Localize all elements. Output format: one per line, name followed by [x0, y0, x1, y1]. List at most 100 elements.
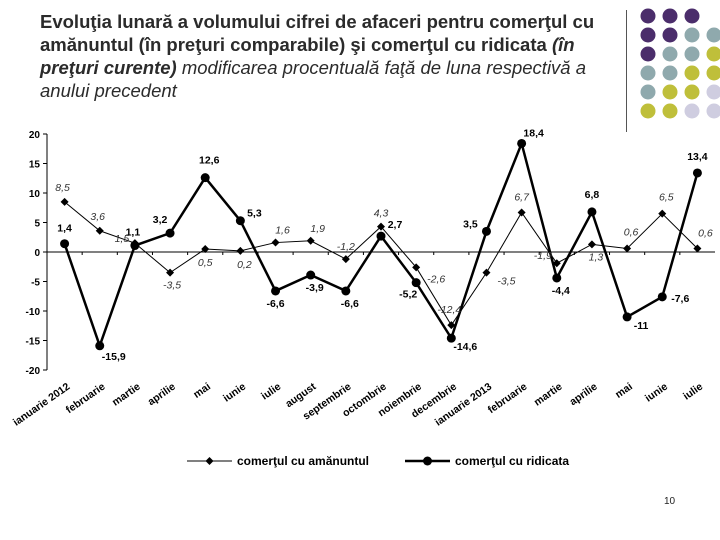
wholesale-point: [200, 173, 210, 183]
title-part-2: (în preţuri curente): [40, 34, 575, 78]
legend-marker-retail: [205, 457, 214, 465]
retail-data-label: 6,5: [659, 192, 674, 204]
x-tick-label: februarie: [64, 381, 108, 417]
retail-point: [623, 244, 632, 253]
retail-point: [587, 240, 596, 249]
retail-data-label: 1,5: [115, 233, 130, 245]
legend-label-wholesale: comerţul cu ridicata: [455, 454, 569, 468]
retail-data-label: -12,4: [437, 304, 461, 316]
x-tick-label: martie: [532, 381, 565, 409]
retail-data-label: 1,3: [589, 251, 604, 263]
wholesale-point: [587, 207, 597, 217]
wholesale-data-label: 3,5: [463, 218, 478, 230]
x-tick-label: martie: [110, 381, 143, 409]
wholesale-point: [446, 333, 456, 343]
retail-data-label: 1,6: [275, 225, 290, 237]
wholesale-data-label: 13,4: [687, 151, 708, 163]
y-tick-label: -15: [26, 337, 41, 348]
wholesale-data-label: 18,4: [523, 127, 544, 139]
retail-data-label: 8,5: [55, 182, 70, 194]
wholesale-data-label: 5,3: [247, 208, 262, 220]
wholesale-point: [341, 286, 351, 296]
wholesale-point: [692, 168, 702, 178]
retail-point: [693, 244, 702, 253]
retail-data-label: 3,6: [90, 211, 105, 223]
wholesale-point: [622, 312, 632, 322]
wholesale-point: [130, 241, 140, 251]
retail-point: [412, 263, 421, 272]
retail-data-label: 0,6: [698, 227, 713, 239]
y-tick-label: -20: [26, 366, 41, 377]
wholesale-point: [657, 292, 667, 302]
y-tick-label: 0: [34, 248, 40, 259]
retail-data-label: -3,5: [163, 280, 181, 292]
retail-data-label: -1,2: [337, 241, 355, 253]
wholesale-data-label: -6,6: [266, 298, 284, 310]
y-tick-label: 5: [34, 219, 40, 230]
title-part-1: Evoluţia lunară a volumului cifrei de af…: [40, 11, 595, 55]
retail-data-label: 0,5: [198, 257, 213, 269]
wholesale-point: [552, 273, 562, 283]
retail-data-label: -2,6: [427, 273, 445, 285]
chart-title: Evoluţia lunară a volumului cifrei de af…: [40, 10, 600, 102]
x-tick-label: ianuarie 2012: [11, 381, 73, 429]
y-tick-label: -5: [31, 278, 40, 289]
wholesale-data-label: -6,6: [341, 298, 359, 310]
retail-point: [341, 255, 350, 264]
decor-divider-line: [626, 10, 627, 132]
wholesale-data-label: -11: [634, 320, 649, 332]
x-tick-label: februarie: [486, 381, 530, 417]
legend-marker-wholesale: [423, 456, 432, 466]
retail-data-label: 6,7: [514, 191, 530, 203]
retail-data-label: 1,9: [310, 223, 325, 235]
wholesale-point: [481, 226, 491, 236]
retail-point: [95, 226, 104, 235]
wholesale-point: [60, 239, 70, 249]
retail-data-label: 0,6: [624, 226, 639, 238]
y-tick-label: -10: [26, 307, 41, 318]
retail-point: [447, 321, 456, 330]
wholesale-data-label: 3,2: [153, 214, 168, 226]
retail-data-label: 4,3: [374, 208, 389, 220]
legend-label-retail: comerţul cu amănuntul: [237, 454, 369, 468]
wholesale-data-label: -14,6: [453, 341, 477, 353]
wholesale-point: [411, 278, 421, 288]
wholesale-point: [517, 138, 527, 148]
wholesale-point: [271, 286, 281, 296]
wholesale-data-label: 1,1: [126, 227, 141, 239]
page-number: 10: [664, 496, 676, 507]
wholesale-data-label: -7,6: [671, 293, 689, 305]
wholesale-point: [376, 231, 386, 241]
wholesale-point: [306, 270, 316, 280]
retail-data-label: 0,2: [237, 259, 252, 271]
wholesale-data-label: 2,7: [388, 219, 403, 231]
retail-data-label: -1,9: [534, 250, 552, 262]
x-tick-label: aprilie: [146, 381, 178, 409]
wholesale-point: [165, 228, 175, 238]
retail-point: [60, 197, 69, 206]
y-tick-label: 15: [29, 160, 41, 171]
x-tick-label: iunie: [221, 381, 248, 405]
retail-point: [658, 209, 667, 218]
wholesale-point: [95, 341, 105, 351]
wholesale-data-label: -3,9: [306, 282, 324, 294]
x-tick-label: iulie: [681, 381, 705, 403]
title-part-3: modificarea procentuală faţă de luna res…: [40, 57, 587, 101]
wholesale-point: [235, 216, 245, 226]
x-tick-label: iulie: [259, 381, 283, 403]
retail-point: [552, 259, 561, 268]
wholesale-data-label: 12,6: [199, 155, 220, 167]
series-line-wholesale: [63, 139, 699, 350]
y-tick-label: 20: [29, 130, 41, 141]
x-tick-label: aprilie: [567, 381, 599, 409]
retail-point: [377, 222, 385, 231]
retail-point: [482, 268, 491, 277]
wholesale-data-label: 6,8: [585, 189, 600, 201]
x-tick-label: mai: [191, 381, 213, 401]
x-tick-label: mai: [613, 381, 635, 401]
retail-point: [271, 238, 280, 247]
wholesale-data-label: -4,4: [552, 285, 570, 297]
wholesale-data-label: -5,2: [399, 289, 417, 301]
retail-data-label: -3,5: [497, 276, 515, 288]
